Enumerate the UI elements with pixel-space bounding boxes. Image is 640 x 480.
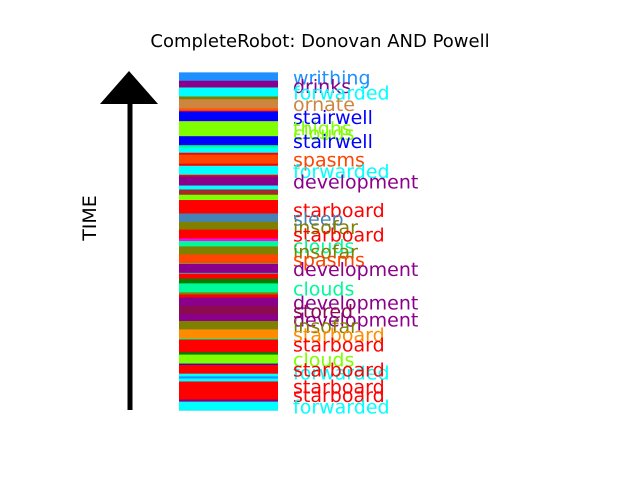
event-label: ornate	[293, 94, 355, 116]
event-label: starboard	[293, 376, 385, 398]
event-band	[179, 87, 278, 97]
timeline-stripe	[179, 378, 278, 385]
event-label: clouds	[293, 350, 354, 372]
event-band	[179, 80, 278, 90]
event-label: starboard	[293, 334, 385, 356]
event-label: starboard	[293, 225, 385, 247]
event-label: clouds	[293, 123, 354, 145]
event-band	[179, 364, 278, 374]
event-label: stairwell	[293, 107, 373, 129]
event-label: starboard	[293, 360, 385, 382]
event-label: starboard	[293, 324, 385, 346]
event-label: clouds	[293, 236, 354, 258]
event-band	[179, 283, 278, 293]
event-band	[179, 246, 278, 256]
event-label: writhing	[293, 67, 371, 89]
timeline-stripes	[179, 72, 278, 411]
event-band	[179, 401, 278, 411]
event-band	[179, 213, 278, 223]
event-band	[179, 339, 278, 349]
event-label: forwarded	[293, 161, 390, 183]
timeline-stripe	[179, 194, 278, 201]
event-band	[179, 122, 278, 132]
event-label: sleep	[293, 208, 344, 230]
event-band	[179, 241, 278, 251]
event-band	[179, 381, 278, 391]
y-axis-label: TIME	[79, 195, 101, 242]
event-band	[179, 263, 278, 273]
event-label: development	[293, 292, 418, 314]
event-label: forwarded	[293, 82, 390, 104]
event-label: insofar	[293, 217, 358, 239]
event-band	[179, 165, 278, 175]
event-band	[179, 176, 278, 186]
timeline-stripe	[179, 336, 278, 343]
event-band	[179, 127, 278, 137]
event-band	[179, 72, 278, 82]
event-band	[179, 154, 278, 164]
event-band	[179, 112, 278, 122]
timeline-stripe	[179, 236, 278, 243]
event-label: insofar	[293, 241, 358, 263]
event-label: clouds	[293, 278, 354, 300]
timeline-stripe	[179, 95, 278, 101]
event-band	[179, 329, 278, 339]
event-label: development	[293, 172, 418, 194]
event-label: forwarded	[293, 397, 390, 419]
event-label: spasms	[293, 249, 365, 271]
timeline-stripe	[179, 278, 278, 285]
event-label: insofar	[293, 316, 358, 338]
timeline-stripe	[179, 273, 278, 280]
event-band	[179, 305, 278, 315]
event-label: thighs	[293, 118, 352, 140]
timeline-stripe	[179, 184, 278, 191]
event-band	[179, 314, 278, 324]
event-label: forwarded	[293, 362, 390, 384]
event-band	[179, 354, 278, 364]
timeline-stripe	[179, 294, 278, 301]
timeline-stripe	[179, 105, 278, 112]
event-band	[179, 99, 278, 109]
event-label: spasms	[293, 150, 365, 172]
event-labels: writhingdrinksforwardedornatestairwellth…	[293, 67, 418, 418]
event-label: starboard	[293, 385, 385, 407]
chart-title: CompleteRobot: Donovan AND Powell	[150, 31, 490, 52]
time-arrow-head	[100, 71, 158, 104]
time-arrow	[100, 71, 158, 410]
timeline-stripe	[179, 147, 278, 154]
event-band	[179, 136, 278, 146]
event-band	[179, 229, 278, 239]
event-label: development	[293, 259, 418, 281]
event-label: stored	[293, 301, 353, 323]
event-label: stairwell	[293, 131, 373, 153]
event-band	[179, 321, 278, 330]
event-band	[179, 221, 278, 231]
event-band	[179, 389, 278, 399]
event-label: starboard	[293, 200, 385, 222]
event-label: development	[293, 309, 418, 331]
timeline-stripe	[179, 189, 278, 196]
timeline-stripe	[179, 200, 278, 206]
event-band	[179, 254, 278, 264]
event-band	[179, 205, 278, 215]
timeline-stripe	[179, 347, 278, 353]
event-label: drinks	[293, 76, 351, 98]
event-band	[179, 297, 278, 307]
